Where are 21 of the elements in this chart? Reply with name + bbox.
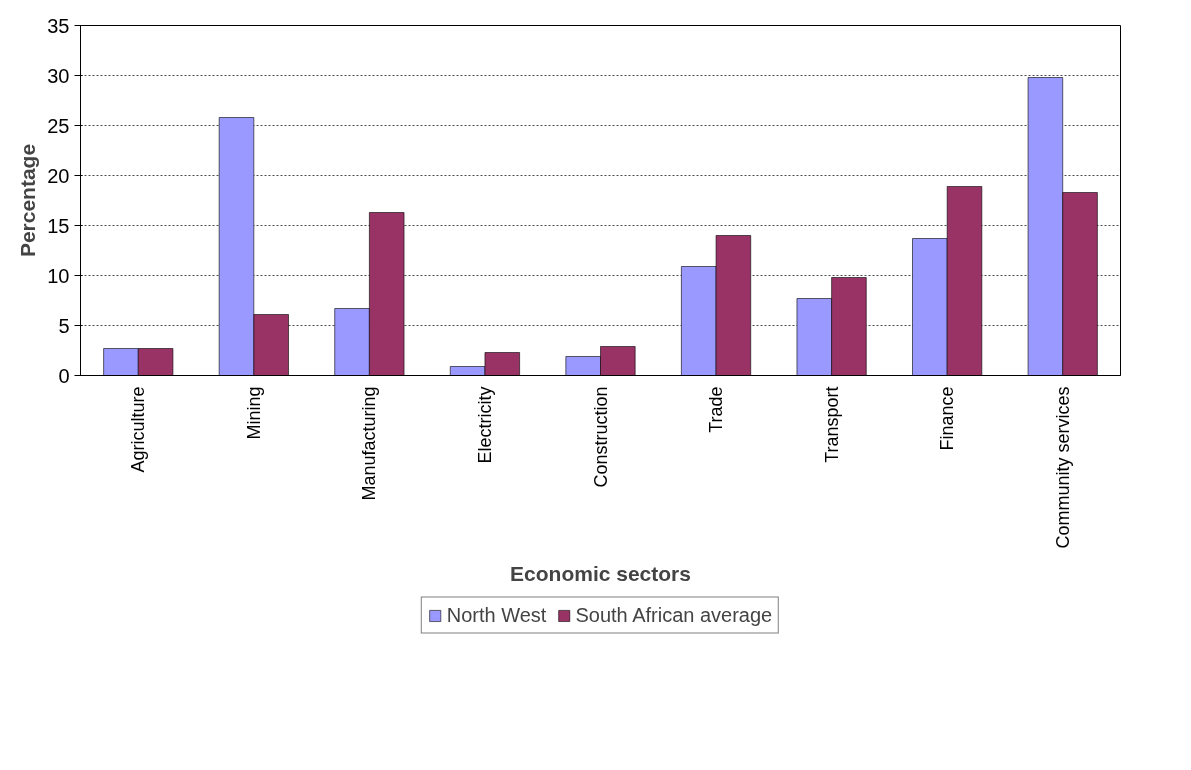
legend-label: South African average [575, 603, 773, 627]
x-tick-label: Agriculture [128, 386, 149, 473]
x-tick-label: Mining [243, 386, 264, 440]
x-axis-title: Economic sectors [510, 561, 691, 585]
x-tick-label: Finance [937, 386, 958, 451]
y-tick-label: 5 [58, 314, 70, 337]
y-tick-label: 30 [47, 64, 70, 87]
y-tick-label: 25 [47, 114, 70, 137]
x-tick-label: Transport [821, 386, 842, 463]
x-tick-label: Community services [1052, 386, 1073, 549]
y-tick-label: 35 [47, 14, 70, 37]
x-tick-label: Trade [706, 386, 727, 433]
y-tick-label: 20 [47, 164, 70, 187]
y-tick-label: 15 [47, 214, 70, 237]
x-tick-label: Manufacturing [359, 386, 380, 501]
x-tick-label: Electricity [474, 386, 495, 464]
y-tick-label: 0 [58, 364, 70, 387]
x-tick-label: Construction [590, 386, 611, 488]
y-axis-title: Percentage [16, 143, 40, 258]
y-tick-label: 10 [47, 264, 70, 287]
legend-label: North West [446, 603, 547, 627]
